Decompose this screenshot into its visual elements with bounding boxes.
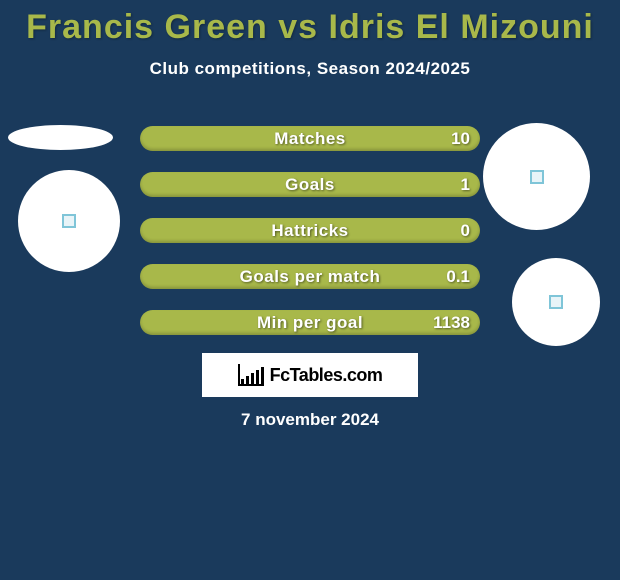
logo-text: FcTables.com (270, 365, 383, 386)
placeholder-icon (62, 214, 76, 228)
stat-bar-min-per-goal: Min per goal 1138 (140, 310, 480, 335)
stat-label: Min per goal (257, 313, 363, 333)
stat-bar-goals-per-match: Goals per match 0.1 (140, 264, 480, 289)
logo-box: FcTables.com (202, 353, 418, 397)
placeholder-icon (549, 295, 563, 309)
date-text: 7 november 2024 (0, 410, 620, 430)
player-circle-right-bottom (512, 258, 600, 346)
placeholder-icon (530, 170, 544, 184)
stat-bar-hattricks: Hattricks 0 (140, 218, 480, 243)
stat-label: Goals (285, 175, 335, 195)
stat-value: 1 (461, 175, 470, 195)
player-circle-left (18, 170, 120, 272)
player-circle-right-top (483, 123, 590, 230)
stat-label: Hattricks (271, 221, 348, 241)
stat-value: 1138 (433, 313, 470, 333)
stat-bar-goals: Goals 1 (140, 172, 480, 197)
stat-value: 0 (461, 221, 470, 241)
subtitle: Club competitions, Season 2024/2025 (0, 59, 620, 79)
stat-label: Goals per match (240, 267, 381, 287)
stats-container: Matches 10 Goals 1 Hattricks 0 Goals per… (140, 126, 480, 356)
page-title: Francis Green vs Idris El Mizouni (0, 0, 620, 47)
stat-label: Matches (274, 129, 346, 149)
stat-value: 0.1 (446, 267, 470, 287)
stat-value: 10 (451, 129, 470, 149)
logo-chart-icon (238, 364, 264, 386)
ellipse-left (8, 125, 113, 150)
stat-bar-matches: Matches 10 (140, 126, 480, 151)
